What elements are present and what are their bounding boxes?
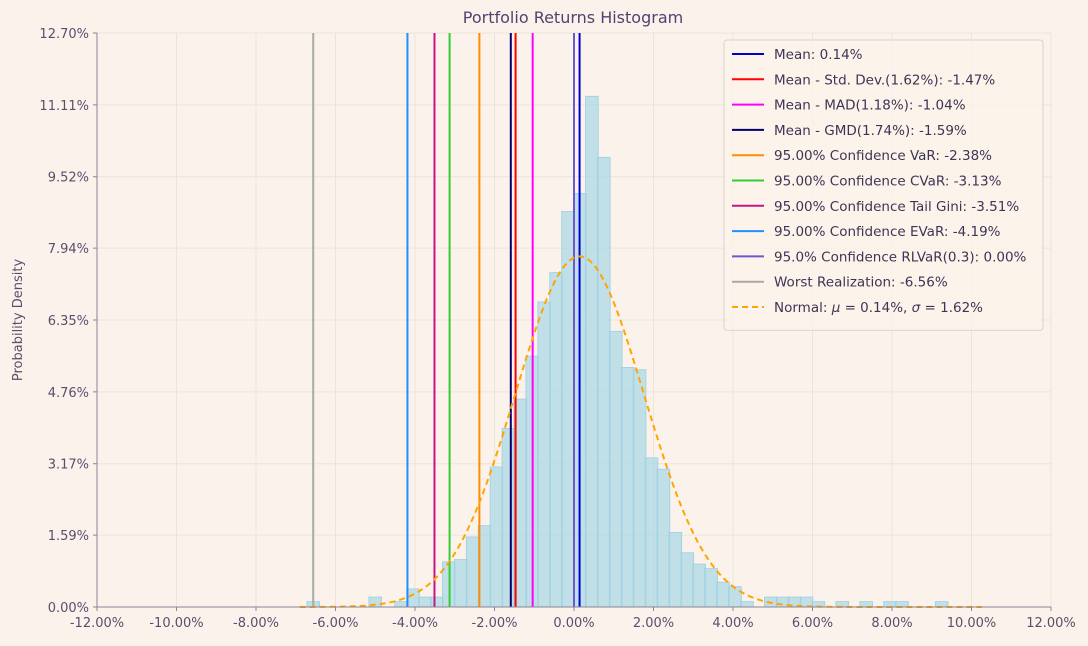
y-tick-label: 9.52% <box>48 171 89 186</box>
legend-normal-part: μ <box>831 300 841 316</box>
chart-title: Portfolio Returns Histogram <box>463 8 683 27</box>
risk-measure-lines <box>312 33 581 607</box>
histogram-bar <box>716 581 730 608</box>
x-tick-label: 12.00% <box>1026 616 1076 631</box>
x-tick-label: 6.00% <box>792 616 833 631</box>
histogram-bar <box>501 428 516 608</box>
histogram-bar <box>740 601 754 608</box>
histogram-bar <box>597 156 611 608</box>
histogram-bar <box>728 586 742 608</box>
histogram-bar <box>430 596 444 608</box>
y-axis-label: Probability Density <box>11 259 26 382</box>
x-tick-label: -12.00% <box>70 616 124 631</box>
legend-entry-normal: Normal: μ = 0.14%, σ = 1.62% <box>774 300 983 316</box>
legend-normal-part: = 0.14%, <box>840 300 911 316</box>
x-tick-label: 8.00% <box>871 616 912 631</box>
histogram-bar <box>418 596 432 608</box>
histogram-bar <box>561 211 575 608</box>
histogram-bar <box>632 369 647 608</box>
y-tick-label: 0.00% <box>48 601 89 616</box>
y-tick-label: 1.59% <box>48 529 89 544</box>
x-tick-label: 4.00% <box>712 616 753 631</box>
legend-entry: Mean - GMD(1.74%): -1.59% <box>774 123 967 139</box>
histogram-bar <box>656 468 671 608</box>
legend-normal-part: σ <box>912 300 921 316</box>
histogram-bar <box>465 536 480 608</box>
legend-entry: 95.00% Confidence VaR: -2.38% <box>774 148 992 164</box>
legend-box <box>723 39 1044 331</box>
y-tick-label: 7.94% <box>48 242 89 257</box>
histogram-bar <box>668 532 683 608</box>
x-tick-label: -6.00% <box>313 616 359 631</box>
axes <box>93 32 1052 611</box>
y-tick-label: 3.17% <box>48 458 89 473</box>
y-tick-label: 11.11% <box>39 99 89 114</box>
x-tick-label: 0.00% <box>553 616 594 631</box>
legend-entry: Mean - Std. Dev.(1.62%): -1.47% <box>774 72 995 88</box>
legend-entry: 95.00% Confidence EVaR: -4.19% <box>774 224 1001 240</box>
histogram-bar <box>585 95 599 608</box>
legend-normal-part: Normal: <box>774 300 832 316</box>
legend-normal-part: = 1.62% <box>920 300 983 316</box>
histogram-bar <box>489 466 504 608</box>
y-tick-label: 6.35% <box>48 314 89 329</box>
legend-entry: Mean: 0.14% <box>774 47 863 63</box>
legend: Mean: 0.14% Mean - Std. Dev.(1.62%): -1.4… <box>723 39 1044 331</box>
histogram-bar <box>620 367 635 608</box>
histogram-bar <box>537 301 551 608</box>
histogram-bar <box>453 559 468 608</box>
x-tick-label: -2.00% <box>472 616 518 631</box>
legend-entry: Mean - MAD(1.18%): -1.04% <box>774 98 966 114</box>
x-tick-label: 2.00% <box>633 616 674 631</box>
legend-entry: 95.00% Confidence CVaR: -3.13% <box>774 174 1002 190</box>
histogram-bar <box>704 568 718 608</box>
histogram-bar <box>692 563 706 608</box>
histogram-bar <box>394 601 408 608</box>
y-tick-label: 12.70% <box>39 27 89 42</box>
legend-entry: 95.00% Confidence Tail Gini: -3.51% <box>774 199 1019 215</box>
x-tick-label: -8.00% <box>233 616 279 631</box>
histogram-bars <box>306 95 949 608</box>
x-tick-label: 10.00% <box>947 616 997 631</box>
histogram-bar <box>680 552 695 608</box>
histogram-bar <box>549 272 563 608</box>
tick-labels: -12.00% -10.00% -8.00% -6.00% -4.00% -2.00% 0.… <box>39 27 1075 631</box>
x-tick-label: -10.00% <box>149 616 203 631</box>
legend-entry: 95.0% Confidence RLVaR(0.3): 0.00% <box>774 249 1027 265</box>
x-tick-label: -4.00% <box>392 616 438 631</box>
legend-entry: Worst Realization: -6.56% <box>774 275 948 291</box>
y-tick-label: 4.76% <box>48 386 89 401</box>
histogram-bar <box>644 457 659 608</box>
histogram-bar <box>608 330 623 608</box>
